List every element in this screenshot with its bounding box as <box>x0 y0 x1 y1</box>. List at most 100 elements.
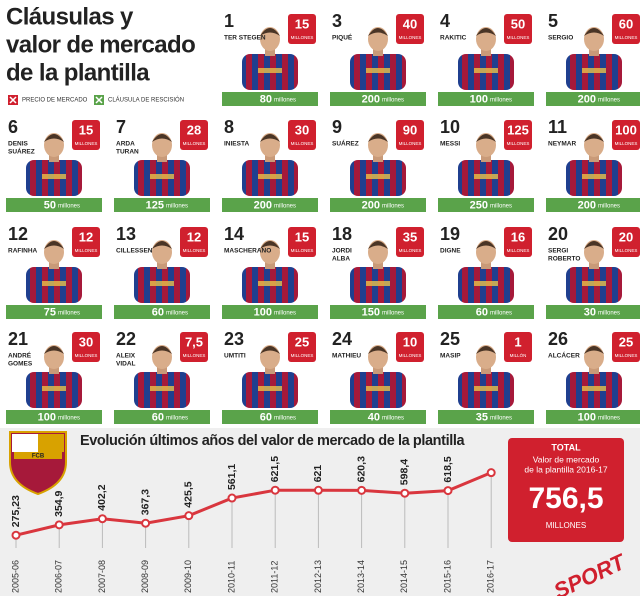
photo-hair <box>584 346 604 354</box>
x-tick-label: 2007-08 <box>97 560 107 593</box>
photo-neck <box>265 154 275 162</box>
player-number: 23 <box>224 329 244 349</box>
clause-bar <box>546 198 640 212</box>
clause-value: 200 <box>362 199 380 211</box>
value-label: 402,2 <box>96 484 108 510</box>
clause-unit: millones <box>58 416 80 422</box>
market-box <box>288 332 316 362</box>
title: Cláusulas y valor de mercado de la plant… <box>6 3 196 86</box>
photo-neck <box>49 261 59 269</box>
market-box <box>288 227 316 257</box>
shirt-sponsor <box>366 68 390 73</box>
photo-neck <box>481 261 491 269</box>
player-number: 18 <box>332 224 352 244</box>
player-number: 24 <box>332 329 352 349</box>
shirt-sponsor <box>474 386 498 391</box>
player-card: 5 SERGIO 60 MILLONES 200 millones <box>546 11 640 106</box>
clause-value: 100 <box>578 411 596 423</box>
clause-bar <box>222 305 318 319</box>
clause-unit: millones <box>274 311 296 317</box>
clause-value: 60 <box>476 306 488 318</box>
player-name: ALEIX <box>116 353 136 360</box>
clause-value: 100 <box>254 306 272 318</box>
clause-bar <box>330 410 426 424</box>
market-box <box>396 332 424 362</box>
photo-hair <box>260 134 280 142</box>
point <box>97 514 107 524</box>
player-number: 22 <box>116 329 136 349</box>
clause-unit: millones <box>490 416 512 422</box>
market-unit: MILLONES <box>291 35 314 40</box>
clause-bar <box>114 198 210 212</box>
crest-band <box>14 452 62 459</box>
clause-unit: millones <box>490 311 512 317</box>
player-card: 9 SUÁREZ 90 MILLONES 200 millones <box>330 117 426 212</box>
clause-value: 200 <box>578 93 596 105</box>
player-number: 21 <box>8 329 28 349</box>
photo-neck <box>265 48 275 56</box>
market-unit: MILLONES <box>507 141 530 146</box>
market-unit: MILLONES <box>399 248 422 253</box>
photo-hair <box>260 28 280 36</box>
point <box>400 488 410 498</box>
photo-neck <box>589 366 599 374</box>
market-unit: MILLONES <box>183 353 206 358</box>
market-box <box>504 332 532 362</box>
player-card: 14 MASCHERANO 15 MILLONES 100 millones <box>222 224 318 319</box>
market-box <box>72 332 100 362</box>
player-name: NEYMAR <box>548 141 576 148</box>
player-card: 23 UMTITI 25 MILLONES 60 millones <box>222 329 318 424</box>
shirt-sponsor <box>366 281 390 286</box>
market-box <box>396 14 424 44</box>
player-card: 13 CILLESSEN 12 MILLONES 60 millones <box>114 224 210 319</box>
market-value: 15 <box>79 122 93 137</box>
clause-bar <box>222 410 318 424</box>
player-name: ANDRÉ <box>8 351 32 360</box>
market-value: 15 <box>295 16 309 31</box>
clause-bar <box>438 410 534 424</box>
point <box>227 493 237 503</box>
clause-unit: millones <box>382 311 404 317</box>
player-card: 26 ALCÁCER 25 MILLONES 100 millones <box>546 329 640 424</box>
point <box>184 511 194 521</box>
market-value: 28 <box>187 122 201 137</box>
market-unit: MILLONES <box>615 353 638 358</box>
clause-bar <box>330 92 426 106</box>
player-name: DIGNE <box>440 248 461 255</box>
shirt-sponsor <box>150 174 174 179</box>
clause-unit: millones <box>274 98 296 104</box>
shirt-sponsor <box>258 281 282 286</box>
shirt-sponsor <box>42 386 66 391</box>
market-value: 20 <box>619 229 633 244</box>
photo-hair <box>584 134 604 142</box>
player-card: 3 PIQUÉ 40 MILLONES 200 millones <box>330 11 426 106</box>
photo-neck <box>589 261 599 269</box>
clause-bar <box>438 92 534 106</box>
x-tick-label: 2005-06 <box>10 560 20 593</box>
legend-x <box>9 96 17 104</box>
point <box>141 518 151 528</box>
total-box <box>508 438 624 542</box>
title-line: Cláusulas y <box>6 3 134 30</box>
photo-hair <box>368 346 388 354</box>
clause-value: 60 <box>152 306 164 318</box>
x-tick-label: 2014-15 <box>399 560 409 593</box>
market-box <box>504 120 532 150</box>
market-unit: MILLONES <box>183 248 206 253</box>
player-name: MESSI <box>440 141 460 148</box>
clause-bar <box>6 305 102 319</box>
shirt-sponsor <box>474 174 498 179</box>
crest-flag <box>38 434 64 452</box>
clause-value: 75 <box>44 306 56 318</box>
photo-neck <box>481 154 491 162</box>
market-value: 30 <box>295 122 309 137</box>
photo-neck <box>589 48 599 56</box>
player-number: 26 <box>548 329 568 349</box>
shirt-sponsor <box>42 281 66 286</box>
market-box <box>612 120 640 150</box>
crest: FCB <box>9 431 67 496</box>
legend: PRECIO DE MERCADO CLÁUSULA DE RESCISIÓN <box>8 95 184 105</box>
clause-unit: millones <box>166 416 188 422</box>
player-number: 14 <box>224 224 244 244</box>
